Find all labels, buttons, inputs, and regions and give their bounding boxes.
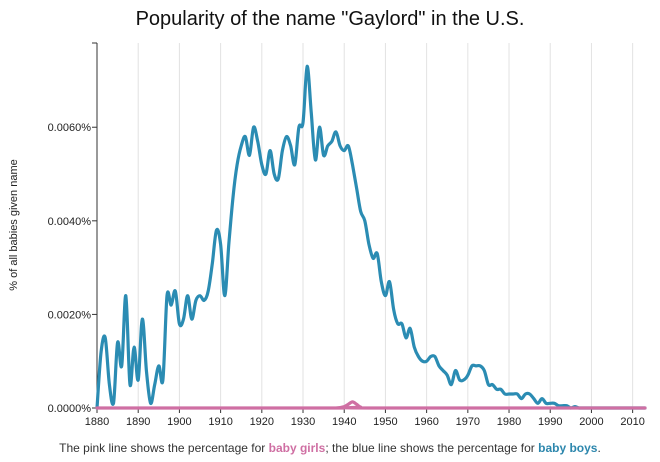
- x-axis: 1880 1890 1900 1910 1920 1930 1940 1950 1960 1970…: [85, 407, 645, 428]
- caption-middle: ; the blue line shows the percentage for: [325, 441, 539, 455]
- series-line-baby-girls: [95, 400, 647, 410]
- x-tick-label: 1920: [250, 416, 274, 428]
- series-line-baby-boys: [95, 64, 647, 410]
- x-tick-label: 2010: [620, 416, 644, 428]
- y-axis-title: % of all babies given name: [8, 159, 20, 290]
- caption-prefix: The pink line shows the percentage for: [59, 441, 269, 455]
- gridlines: [137, 43, 634, 408]
- x-tick-label: 1930: [291, 416, 315, 428]
- y-tick-label: 0.0000%: [48, 403, 92, 415]
- x-tick-label: 1900: [167, 416, 191, 428]
- x-tick-label: 1960: [414, 416, 438, 428]
- x-tick-label: 1950: [373, 416, 397, 428]
- y-tick-label: 0.0060%: [48, 122, 92, 134]
- caption-boys-label: baby boys: [538, 441, 598, 455]
- series-lines: [95, 64, 647, 410]
- chart-title: Popularity of the name "Gaylord" in the …: [135, 8, 525, 30]
- x-tick-label: 1980: [497, 416, 521, 428]
- caption-girls-label: baby girls: [268, 441, 326, 455]
- y-tick-label: 0.0040%: [48, 216, 92, 228]
- x-tick-label: 1910: [208, 416, 232, 428]
- x-tick-label: 2000: [579, 416, 603, 428]
- y-axis: 0.0000% 0.0020% 0.0040% 0.0060%: [48, 42, 98, 415]
- x-tick-label: 1970: [456, 416, 480, 428]
- x-tick-label: 1880: [85, 416, 109, 428]
- y-tick-label: 0.0020%: [48, 309, 92, 321]
- x-tick-label: 1890: [126, 416, 150, 428]
- chart-caption: The pink line shows the percentage for b…: [0, 441, 660, 455]
- x-tick-label: 1940: [332, 416, 356, 428]
- x-tick-label: 1990: [538, 416, 562, 428]
- caption-suffix: .: [597, 441, 601, 455]
